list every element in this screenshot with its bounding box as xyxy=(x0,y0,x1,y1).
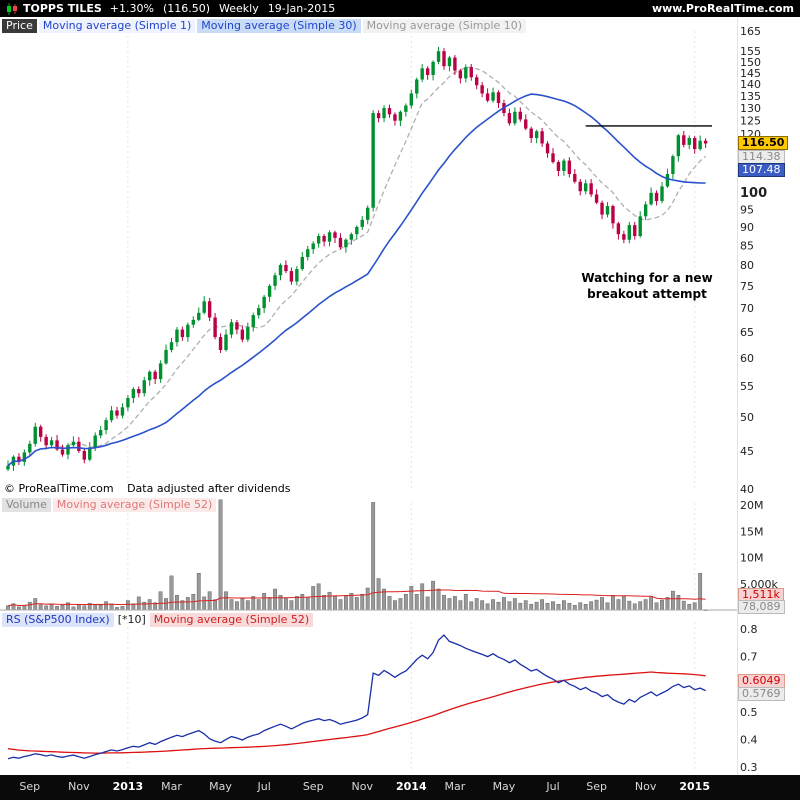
rs-axis-tick: 0.5 xyxy=(740,706,758,719)
volume-ma-badge: 1,511k xyxy=(738,588,784,602)
time-axis-month-label: Sep xyxy=(302,780,324,793)
ma10-value-badge: 114.38 xyxy=(738,150,785,164)
price-axis-ticks: 1651551501451401351301251201009590858075… xyxy=(740,25,767,496)
candlestick-icon xyxy=(7,2,17,15)
time-axis-month-label: Jul xyxy=(257,780,271,793)
time-axis-month-label: Mar xyxy=(161,780,182,793)
time-axis-month-label: May xyxy=(492,780,516,793)
ma10-line xyxy=(7,66,707,467)
price-axis-tick: 150 xyxy=(740,56,761,69)
volume-axis-tick: 20M xyxy=(740,499,764,512)
legend-price[interactable]: Price xyxy=(2,19,37,33)
time-axis-month-label: Mar xyxy=(444,780,466,793)
price-axis-tick: 70 xyxy=(740,302,754,315)
legend-ma-simple-1[interactable]: Moving average (Simple 1) xyxy=(38,19,196,33)
price-axis-tick: 155 xyxy=(740,45,761,58)
time-axis-month-label: Nov xyxy=(68,780,90,793)
rs-legend: RS (S&P500 Index) [*10] Moving average (… xyxy=(2,613,314,627)
time-axis-month-label: Sep xyxy=(19,780,41,793)
ma30-line xyxy=(7,93,706,467)
price-axis-tick: 85 xyxy=(740,239,754,252)
rs-axis-tick: 0.7 xyxy=(740,651,758,664)
volume-chart[interactable]: 20M 15M 10M 5,000k xyxy=(0,497,800,611)
legend-rs[interactable]: RS (S&P500 Index) xyxy=(2,613,114,627)
rs-ma52-line xyxy=(7,671,706,754)
price-axis-tick: 75 xyxy=(740,280,754,293)
price-axis-tick: 50 xyxy=(740,411,754,424)
rs-axis-ticks: 0.8 0.7 0.5 0.4 0.3 xyxy=(740,623,758,774)
rs-line xyxy=(7,634,706,760)
price-axis-tick: 165 xyxy=(740,25,761,38)
price-axis-tick: 80 xyxy=(740,259,754,272)
site-url: www.ProRealTime.com xyxy=(651,2,794,15)
symbol-name: TOPPS TILES xyxy=(23,2,102,15)
time-axis-year-label: 2013 xyxy=(112,780,144,793)
price-axis-tick: 40 xyxy=(740,483,754,496)
price-axis-separator xyxy=(737,17,738,775)
time-axis-month-label: Nov xyxy=(351,780,373,793)
price-axis-tick: 55 xyxy=(740,380,754,393)
volume-axis-tick: 5,000k xyxy=(740,578,778,591)
time-axis-month-label: Jul xyxy=(546,780,560,793)
time-axis-month-label: Sep xyxy=(586,780,607,793)
copyright-text: © ProRealTime.com xyxy=(4,482,114,495)
price-axis-tick: 140 xyxy=(740,78,761,91)
volume-last-badge: 78,089 xyxy=(738,600,785,614)
price-axis-tick: 60 xyxy=(740,352,754,365)
time-axis[interactable]: Sep Nov 2013 Mar May Jul Sep Nov 2014 Mar May Jul Se… xyxy=(0,775,800,800)
price-axis-tick: 145 xyxy=(740,67,761,80)
price-chart[interactable]: 1651551501451401351301251201009590858075… xyxy=(0,17,800,497)
legend-ma-simple-10[interactable]: Moving average (Simple 10) xyxy=(362,19,527,33)
last-price-badge: 116.50 xyxy=(738,136,789,150)
volume-axis-ticks: 20M 15M 10M 5,000k xyxy=(740,499,778,591)
time-axis-year-label: 2015 xyxy=(679,780,710,793)
time-axis-year-label: 2014 xyxy=(395,780,427,793)
price-legend: Price Moving average (Simple 1) Moving a… xyxy=(2,19,527,33)
price-change: +1.30% xyxy=(109,2,154,15)
price-axis-tick: 95 xyxy=(740,203,754,216)
volume-ma52-line xyxy=(7,589,706,607)
price-axis-tick: 45 xyxy=(740,445,754,458)
legend-rs-multiplier: [*10] xyxy=(117,613,146,626)
timeframe: Weekly xyxy=(219,2,259,15)
price-axis-tick: 125 xyxy=(740,115,761,128)
price-axis-tick: 90 xyxy=(740,221,754,234)
rs-ma-badge: 0.6049 xyxy=(738,674,785,688)
legend-rs-ma52[interactable]: Moving average (Simple 52) xyxy=(149,613,314,627)
dividends-note: Data adjusted after dividends xyxy=(127,482,291,495)
rs-last-badge: 0.5769 xyxy=(738,687,785,701)
rs-axis-tick: 0.8 xyxy=(740,623,758,636)
volume-axis-tick: 10M xyxy=(740,552,764,565)
time-axis-month-label: Nov xyxy=(634,780,657,793)
price-axis-tick: 65 xyxy=(740,326,754,339)
volume-legend: Volume Moving average (Simple 52) xyxy=(2,498,217,512)
candles xyxy=(6,46,708,472)
ma30-value-badge: 107.48 xyxy=(738,163,785,177)
legend-volume-ma52[interactable]: Moving average (Simple 52) xyxy=(52,498,217,512)
rs-axis-tick: 0.4 xyxy=(740,733,758,746)
quote-date: 19-Jan-2015 xyxy=(267,2,336,15)
last-price: (116.50) xyxy=(162,2,211,15)
copyright-note: © ProRealTime.com Data adjusted after di… xyxy=(4,482,300,495)
time-axis-month-label: May xyxy=(209,780,232,793)
volume-axis-tick: 15M xyxy=(740,525,764,538)
price-axis-tick: 130 xyxy=(740,102,761,115)
legend-ma-simple-30[interactable]: Moving average (Simple 30) xyxy=(197,19,361,33)
price-axis-tick: 135 xyxy=(740,90,761,103)
volume-bars xyxy=(6,499,708,611)
rs-axis-tick: 0.3 xyxy=(740,761,758,774)
price-axis-tick: 100 xyxy=(740,186,767,201)
breakout-annotation: Watching for a new breakout attempt xyxy=(581,271,713,301)
title-bar: TOPPS TILES +1.30% (116.50) Weekly 19-Ja… xyxy=(0,0,800,17)
rs-chart[interactable]: 0.8 0.7 0.5 0.4 0.3 xyxy=(0,612,800,775)
legend-volume[interactable]: Volume xyxy=(2,498,51,512)
